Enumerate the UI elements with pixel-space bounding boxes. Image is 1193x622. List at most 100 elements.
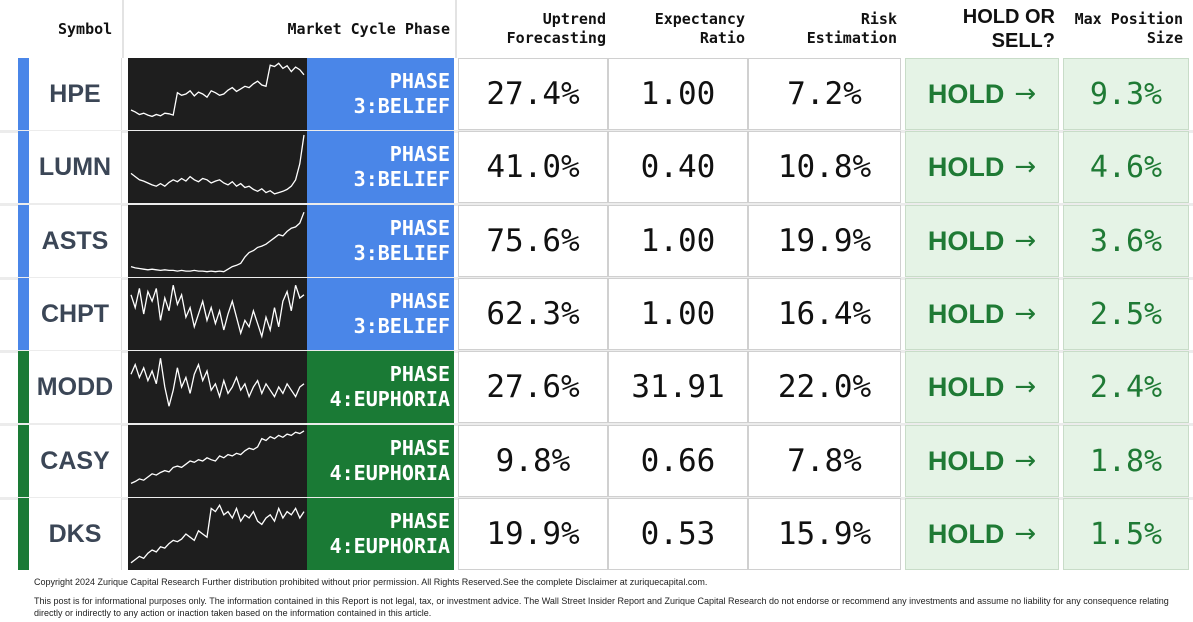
sparkline-path [130,358,305,407]
table-row-modd[interactable]: MODD PHASE 4:EUPHORIA 27.6% 31.91 22.0% … [0,351,1193,423]
expectancy-ratio-value: 0.66 [608,425,748,497]
ticker-symbol: LUMN [29,131,122,203]
hold-label: HOLD [927,78,1005,109]
hold-sell-signal: HOLD → [905,205,1059,277]
phase-label: PHASE [389,362,450,386]
phase-stripe [18,131,29,203]
phase-label: PHASE [389,436,450,460]
sparkline-path [130,503,305,564]
price-sparkline [128,205,307,277]
table-row-dks[interactable]: DKS PHASE 4:EUPHORIA 19.9% 0.53 15.9% HO… [0,498,1193,570]
hold-label: HOLD [927,371,1005,402]
table-row-asts[interactable]: ASTS PHASE 3:BELIEF 75.6% 1.00 19.9% HOL… [0,205,1193,277]
phase-badge: PHASE 3:BELIEF [307,131,454,203]
column-header-max-position: Max Position Size [1063,0,1183,58]
price-sparkline [128,498,307,570]
table-row-casy[interactable]: CASY PHASE 4:EUPHORIA 9.8% 0.66 7.8% HOL… [0,425,1193,497]
uptrend-forecast-value: 41.0% [458,131,608,203]
hold-sell-signal: HOLD → [905,351,1059,423]
expectancy-ratio-value: 0.40 [608,131,748,203]
phase-label: PHASE [389,142,450,166]
max-position-size-value: 3.6% [1063,205,1189,277]
copyright-notice: Copyright 2024 Zurique Capital Research … [34,577,708,587]
sparkline-path [130,211,305,273]
price-sparkline [128,278,307,350]
phase-label: PHASE [389,509,450,533]
hold-sell-signal: HOLD → [905,131,1059,203]
ticker-symbol: CASY [29,425,122,497]
phase-name: 3:BELIEF [353,241,450,265]
expectancy-ratio-value: 31.91 [608,351,748,423]
price-sparkline [128,351,307,423]
column-header-max-line2: Size [1146,29,1183,47]
phase-label: PHASE [389,216,450,240]
risk-estimation-value: 15.9% [748,498,901,570]
right-arrow-icon: → [1014,226,1037,256]
column-header-risk-line1: Risk [860,10,897,28]
sparkline-svg [130,62,305,118]
table-row-lumn[interactable]: LUMN PHASE 3:BELIEF 41.0% 0.40 10.8% HOL… [0,131,1193,203]
max-position-size-value: 9.3% [1063,58,1189,130]
sparkline-path [130,284,305,339]
hold-label: HOLD [927,225,1005,256]
column-header-uptrend-line2: Forecasting [506,29,606,47]
sparkline-path [130,134,305,195]
expectancy-ratio-value: 1.00 [608,278,748,350]
risk-estimation-value: 22.0% [748,351,901,423]
sparkline-svg [130,211,305,273]
risk-estimation-value: 19.9% [748,205,901,277]
phase-stripe [18,351,29,423]
column-header-expectancy-line2: Ratio [699,29,745,47]
phase-name: 3:BELIEF [353,167,450,191]
ticker-symbol: CHPT [29,278,122,350]
column-header-max-line1: Max Position [1074,10,1183,28]
column-header-hold-or-sell: HOLD OR SELL? [905,0,1055,58]
phase-badge: PHASE 3:BELIEF [307,205,454,277]
phase-badge: PHASE 3:BELIEF [307,278,454,350]
ticker-symbol: DKS [29,498,122,570]
right-arrow-icon: → [1014,79,1037,109]
sparkline-svg [130,358,305,407]
max-position-size-value: 2.5% [1063,278,1189,350]
ticker-symbol: HPE [29,58,122,130]
sparkline-svg [130,430,305,484]
price-sparkline [128,425,307,497]
table-header: Symbol Market Cycle Phase Uptrend Forecas… [0,0,1193,58]
uptrend-forecast-value: 9.8% [458,425,608,497]
risk-estimation-value: 7.8% [748,425,901,497]
column-header-phase: Market Cycle Phase [287,19,450,38]
phase-name: 3:BELIEF [353,94,450,118]
table-row-hpe[interactable]: HPE PHASE 3:BELIEF 27.4% 1.00 7.2% HOLD →… [0,58,1193,130]
hold-sell-signal: HOLD → [905,278,1059,350]
row-separator [0,423,1193,426]
hold-label: HOLD [927,298,1005,329]
row-separator [0,203,1193,206]
column-header-expectancy: Expectancy Ratio [608,0,745,58]
hold-sell-signal: HOLD → [905,58,1059,130]
max-position-size-value: 1.8% [1063,425,1189,497]
uptrend-forecast-value: 27.6% [458,351,608,423]
right-arrow-icon: → [1014,299,1037,329]
ticker-symbol: MODD [29,351,122,423]
price-sparkline [128,131,307,203]
phase-badge: PHASE 4:EUPHORIA [307,498,454,570]
risk-estimation-value: 16.4% [748,278,901,350]
phase-name: 3:BELIEF [353,314,450,338]
phase-stripe [18,425,29,497]
phase-badge: PHASE 4:EUPHORIA [307,351,454,423]
uptrend-forecast-value: 62.3% [458,278,608,350]
expectancy-ratio-value: 1.00 [608,205,748,277]
expectancy-ratio-value: 0.53 [608,498,748,570]
uptrend-forecast-value: 27.4% [458,58,608,130]
column-header-risk: Risk Estimation [748,0,897,58]
phase-name: 4:EUPHORIA [329,387,450,411]
phase-stripe [18,278,29,350]
uptrend-forecast-value: 19.9% [458,498,608,570]
table-row-chpt[interactable]: CHPT PHASE 3:BELIEF 62.3% 1.00 16.4% HOL… [0,278,1193,350]
hold-sell-signal: HOLD → [905,498,1059,570]
right-arrow-icon: → [1014,372,1037,402]
price-sparkline [128,58,307,130]
max-position-size-value: 4.6% [1063,131,1189,203]
header-divider [455,0,457,58]
max-position-size-value: 2.4% [1063,351,1189,423]
